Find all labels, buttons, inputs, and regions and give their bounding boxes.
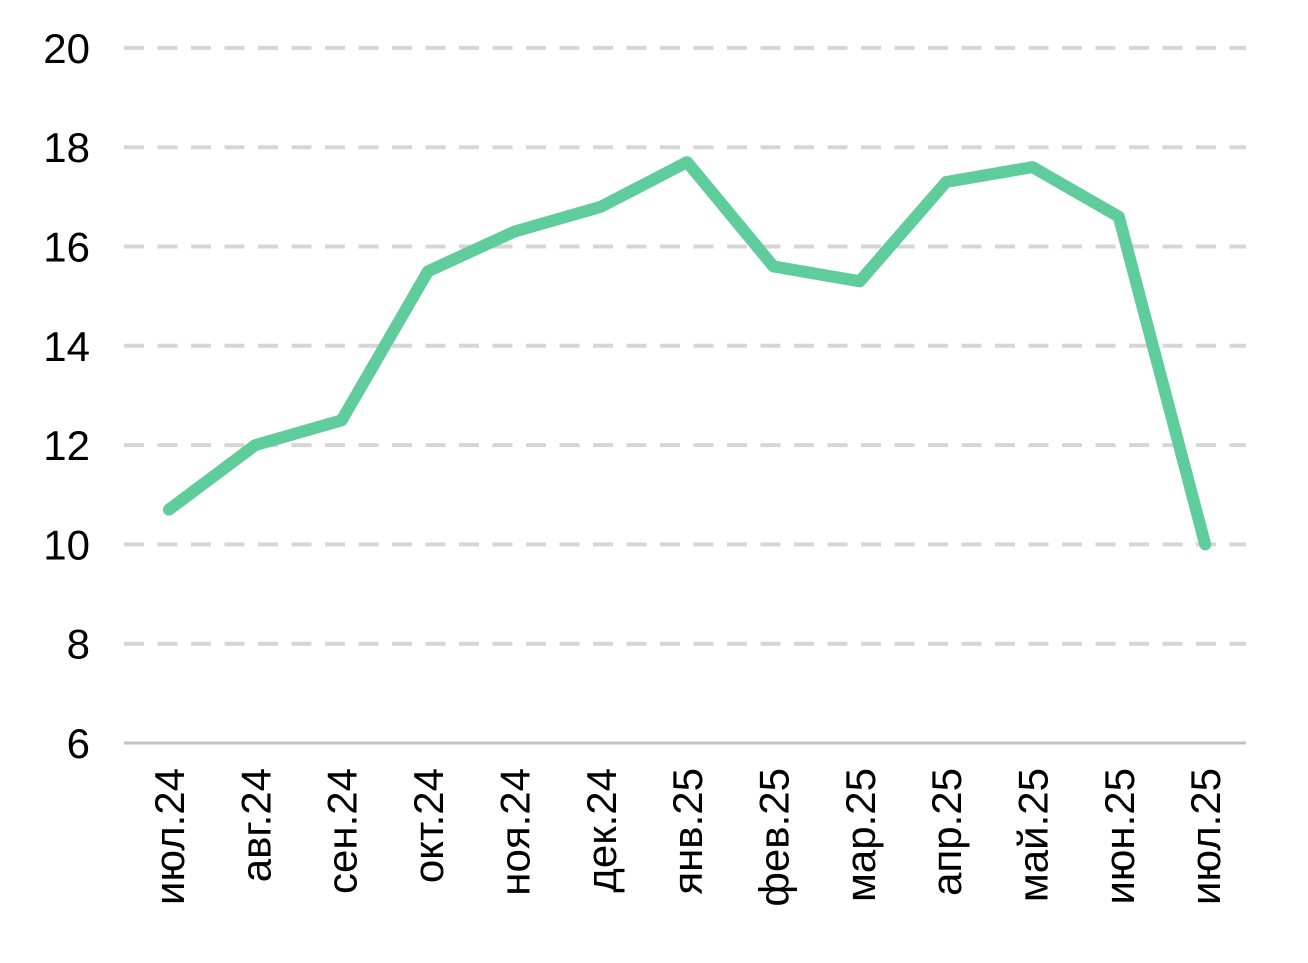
x-tick-label: дек.24 [578, 768, 625, 893]
y-tick-label: 6 [67, 720, 90, 767]
y-tick-label: 18 [43, 124, 90, 171]
y-axis-labels-group: 6 8 10 12 14 16 18 20 [43, 25, 90, 767]
x-tick-label: мар.25 [837, 768, 884, 902]
x-tick-label: май.25 [1010, 768, 1057, 902]
x-axis-labels-group: июл.24 авг.24 сен.24 окт.24 ноя.24 дек.24 янв.… [146, 768, 1229, 907]
x-tick-label: июн.25 [1096, 768, 1143, 905]
x-tick-label: авг.24 [232, 768, 279, 882]
series-group [163, 156, 1212, 551]
x-tick-label: ноя.24 [491, 768, 538, 896]
y-tick-label: 12 [43, 422, 90, 469]
y-tick-label: 20 [43, 25, 90, 72]
x-tick-label: июл.25 [1182, 768, 1229, 905]
y-tick-label: 16 [43, 224, 90, 271]
x-tick-label: июл.24 [146, 768, 193, 905]
y-tick-label: 10 [43, 521, 90, 568]
gridlines-group [124, 45, 1246, 745]
x-tick-label: фев.25 [750, 768, 797, 907]
y-tick-label: 14 [43, 323, 90, 370]
x-tick-label: янв.25 [664, 768, 711, 895]
x-tick-label: окт.24 [405, 768, 452, 883]
x-tick-label: апр.25 [923, 768, 970, 896]
series-line [163, 156, 1212, 551]
y-tick-label: 8 [67, 621, 90, 668]
x-tick-label: сен.24 [319, 768, 366, 894]
